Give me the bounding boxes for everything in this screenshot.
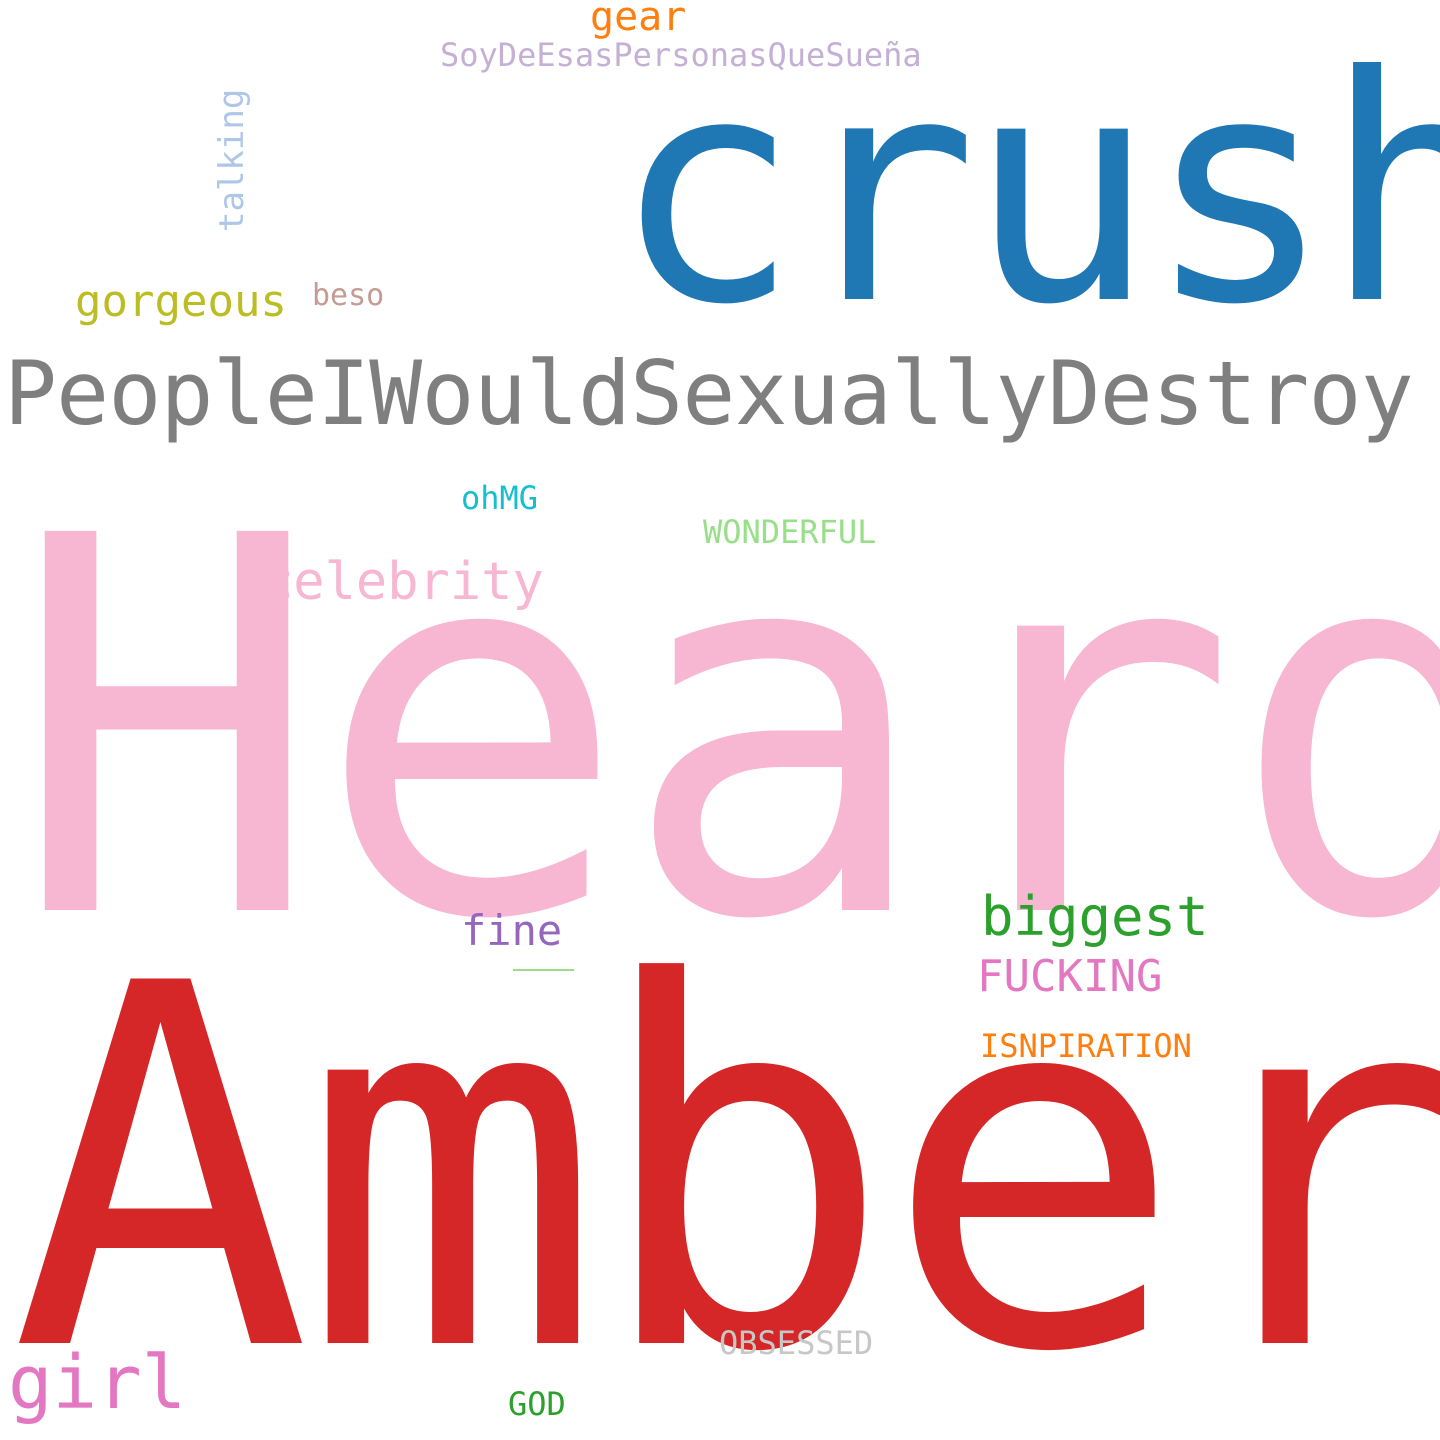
word-amber: Amber [10, 879, 1440, 1440]
word-obsessed: OBSESSED [719, 1324, 874, 1362]
word-fine: fine [461, 906, 563, 955]
word-girl: girl [8, 1340, 187, 1426]
word-beso: beso [312, 278, 385, 313]
word-ohmg: ohMG [461, 479, 539, 517]
word-people-i-would-sexually-destroy: PeopleIWouldSexuallyDestroy [4, 342, 1414, 445]
word-celebrity: celebrity [262, 552, 544, 612]
word-heard: Heard [10, 427, 1440, 1033]
dash-mark [513, 969, 574, 971]
word-wonderful: WONDERFUL [703, 513, 877, 551]
word-gorgeous: gorgeous [75, 276, 287, 327]
word-god: GOD [508, 1385, 566, 1423]
word-gear: gear [590, 0, 687, 40]
word-soy-de-esas-personas-que-suena: SoyDeEsasPersonasQueSueña [440, 36, 922, 74]
word-talking: talking [212, 88, 252, 232]
word-crush: crush [612, 9, 1440, 373]
word-isnpiration: ISNPIRATION [980, 1027, 1192, 1065]
word-fucking: FUCKING [977, 951, 1163, 1002]
word-biggest: biggest [981, 885, 1209, 948]
